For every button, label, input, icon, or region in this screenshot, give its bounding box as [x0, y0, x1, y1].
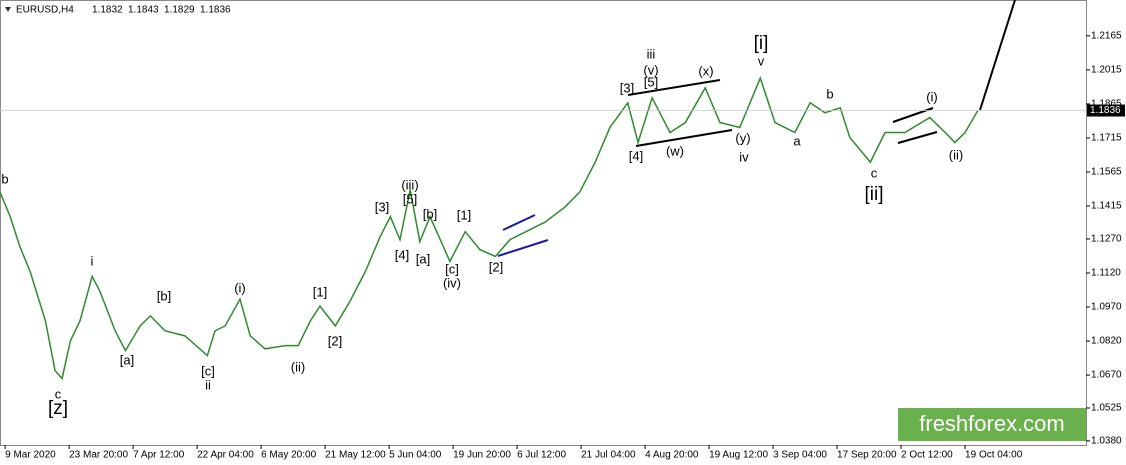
wave-label: a	[793, 133, 801, 148]
wave-label: ii	[205, 377, 211, 392]
wave-label: (w)	[666, 143, 684, 158]
y-tick-label: 1.1415	[1091, 201, 1122, 212]
wave-label: (ii)	[291, 359, 305, 374]
x-tick-label: 5 Jun 04:00	[389, 450, 442, 461]
x-tick-label: 17 Sep 20:00	[837, 450, 897, 461]
watermark-box	[898, 408, 1086, 441]
wave-label: (y)	[735, 130, 750, 145]
wave-label: b	[1, 171, 8, 186]
x-tick-label: 23 Mar 20:00	[69, 450, 128, 461]
x-tick-label: 6 Jul 12:00	[517, 450, 566, 461]
wave-label: c	[871, 165, 878, 180]
wave-label: (iv)	[443, 275, 461, 290]
watermark: freshforex.com	[919, 411, 1065, 436]
wave-label: [a]	[120, 352, 134, 367]
channel-line	[635, 129, 733, 147]
wave-label: [4]	[629, 148, 643, 163]
wave-label: [b]	[157, 288, 171, 303]
y-tick-label: 1.0525	[1091, 403, 1122, 414]
channel-line	[627, 79, 721, 96]
wave-label: [3]	[375, 199, 389, 214]
price-tag-label: 1.1836	[1090, 105, 1121, 116]
x-tick-label: 22 Apr 04:00	[197, 450, 254, 461]
y-tick-label: 1.0380	[1091, 436, 1122, 447]
wave-label: (iii)	[401, 177, 418, 192]
wave-label: (ii)	[949, 147, 963, 162]
wave-label: [5]	[403, 191, 417, 206]
wave-label: iii	[647, 46, 656, 61]
wave-label: [a]	[416, 251, 430, 266]
price-tag	[1087, 104, 1125, 117]
ohlc-value: 1.1836	[200, 5, 231, 16]
wave-label: [z]	[48, 398, 68, 419]
menu-arrow	[5, 7, 11, 12]
ohlc-value: 1.1832	[92, 5, 123, 16]
y-tick-label: 1.1270	[1091, 234, 1122, 245]
x-tick-label: 21 Jul 04:00	[581, 450, 636, 461]
y-tick-label: 1.0970	[1091, 302, 1122, 313]
x-tick-label: 7 Apr 12:00	[133, 450, 185, 461]
wave-label: [3]	[620, 80, 634, 95]
price-line	[0, 75, 979, 381]
y-tick-label: 1.1120	[1091, 268, 1121, 279]
wave-label: [1]	[313, 284, 327, 299]
wave-label: i	[91, 253, 94, 268]
forecast-line	[979, 0, 1016, 111]
wave-label: [b]	[423, 206, 437, 221]
x-tick-label: 21 May 12:00	[325, 450, 386, 461]
ohlc-value: 1.1843	[128, 5, 159, 16]
x-tick-label: 4 Aug 20:00	[645, 450, 699, 461]
wave-label: [1]	[457, 207, 471, 222]
y-tick-label: 1.1565	[1091, 167, 1122, 178]
y-tick-label: 1.0670	[1091, 370, 1122, 381]
wave-label: [c]	[445, 261, 459, 276]
wave-label: (i)	[926, 89, 938, 104]
y-tick-label: 1.1865	[1091, 99, 1122, 110]
y-tick-label: 1.1715	[1091, 133, 1122, 144]
x-tick-label: 9 Mar 2020	[5, 450, 56, 461]
x-tick-label: 2 Oct 12:00	[901, 450, 953, 461]
wave-label: iv	[739, 149, 749, 164]
x-tick-label: 3 Sep 04:00	[773, 450, 827, 461]
wave-label: (i)	[234, 280, 246, 295]
x-tick-label: 6 May 20:00	[261, 450, 316, 461]
x-tick-label: 19 Jun 20:00	[453, 450, 511, 461]
wave-label: v	[758, 53, 765, 68]
wave-label: [i]	[754, 33, 769, 54]
wave-label: [2]	[489, 259, 503, 274]
wave-label: [c]	[201, 363, 215, 378]
ohlc-value: 1.1829	[164, 5, 195, 16]
channel-line	[497, 239, 549, 257]
x-tick-label: 19 Oct 04:00	[965, 450, 1023, 461]
wave-label: (v)	[643, 62, 658, 77]
y-tick-label: 1.0820	[1091, 336, 1122, 347]
y-tick-label: 1.2165	[1091, 30, 1122, 41]
wave-label: [5]	[644, 74, 658, 89]
channel-line	[897, 131, 938, 144]
wave-label: [ii]	[865, 184, 884, 205]
wave-label: c	[55, 386, 62, 401]
wave-label: (x)	[698, 63, 713, 78]
symbol: EURUSD,H4	[16, 5, 74, 16]
wave-label: [4]	[395, 247, 409, 262]
x-tick-label: 19 Aug 12:00	[709, 450, 768, 461]
channel-line	[502, 214, 536, 231]
wave-label: [2]	[328, 333, 342, 348]
y-tick-label: 1.2015	[1091, 65, 1122, 76]
wave-label: b	[826, 86, 833, 101]
